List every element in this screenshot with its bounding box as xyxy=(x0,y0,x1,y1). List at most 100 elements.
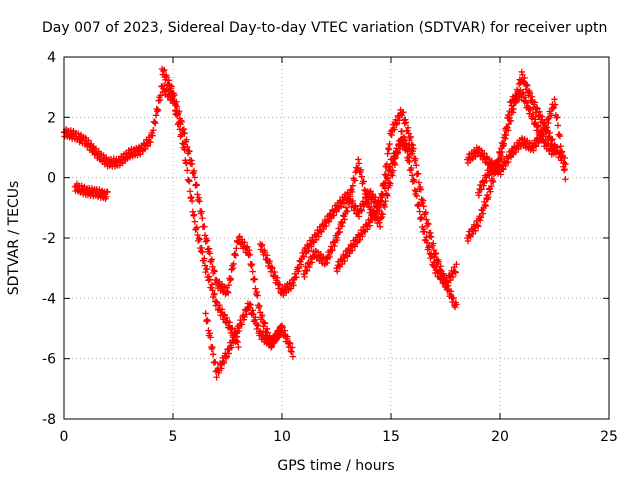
data-point xyxy=(217,361,224,368)
data-point xyxy=(144,142,151,150)
data-point xyxy=(341,257,348,265)
data-point xyxy=(423,234,430,241)
data-point xyxy=(480,182,487,189)
data-point xyxy=(500,140,508,148)
data-point xyxy=(276,328,284,335)
data-point xyxy=(211,268,218,275)
data-point xyxy=(190,212,197,219)
data-point xyxy=(394,149,402,156)
data-point xyxy=(447,288,455,295)
data-point xyxy=(509,109,517,116)
data-point xyxy=(268,264,275,271)
axis-ticks: 0 5 10 15 20 25 -8 -6 -4 -2 0 2 4 xyxy=(42,50,618,445)
data-point xyxy=(349,182,357,189)
data-point xyxy=(173,103,181,110)
data-point xyxy=(246,304,253,312)
data-point xyxy=(542,136,549,144)
data-point xyxy=(412,155,419,163)
data-point xyxy=(300,253,307,260)
data-point xyxy=(528,97,535,104)
data-point xyxy=(213,374,220,381)
series-track-j xyxy=(475,87,558,199)
data-point xyxy=(413,188,420,195)
data-point xyxy=(85,137,92,144)
data-point xyxy=(203,265,211,273)
data-point xyxy=(366,222,374,229)
data-point xyxy=(196,236,203,243)
data-point xyxy=(543,124,550,131)
data-point xyxy=(469,230,476,238)
data-point xyxy=(544,116,551,123)
data-point xyxy=(562,176,569,183)
data-point xyxy=(451,268,459,275)
y-tick-label: -8 xyxy=(42,412,56,428)
data-point xyxy=(408,164,415,172)
data-point xyxy=(189,208,196,216)
data-point xyxy=(534,122,542,129)
data-point xyxy=(413,162,420,169)
data-point xyxy=(312,236,320,243)
data-point xyxy=(556,132,564,140)
data-point xyxy=(376,223,384,230)
data-point xyxy=(165,81,172,88)
data-point xyxy=(246,246,253,254)
data-point xyxy=(104,188,111,196)
data-point xyxy=(368,203,375,210)
data-point xyxy=(220,359,228,367)
data-point xyxy=(498,148,506,156)
data-point xyxy=(452,269,459,276)
data-point xyxy=(417,186,425,193)
data-point xyxy=(376,201,383,208)
data-point xyxy=(278,322,286,330)
data-point xyxy=(409,147,416,155)
data-point xyxy=(308,243,315,250)
series-track-e xyxy=(257,106,460,311)
data-point xyxy=(261,319,268,326)
data-point xyxy=(201,232,209,239)
data-point xyxy=(336,228,344,236)
data-point xyxy=(183,136,190,143)
data-point xyxy=(383,174,391,182)
data-point xyxy=(381,203,389,211)
data-points xyxy=(60,65,569,381)
data-point xyxy=(165,77,173,84)
data-point xyxy=(188,193,195,201)
data-point xyxy=(230,260,237,268)
data-point xyxy=(228,266,235,273)
data-point xyxy=(410,176,417,183)
data-point xyxy=(503,124,511,132)
data-point xyxy=(351,243,359,250)
data-point xyxy=(504,158,512,166)
data-point xyxy=(261,320,269,327)
data-point xyxy=(357,206,365,213)
data-point xyxy=(240,316,248,323)
series-track-d xyxy=(202,300,286,381)
data-point xyxy=(423,216,430,223)
data-point xyxy=(365,197,372,205)
data-point xyxy=(191,174,198,181)
data-point xyxy=(387,180,394,187)
data-point xyxy=(209,351,217,358)
data-point xyxy=(485,194,492,201)
data-point xyxy=(271,268,278,276)
data-point xyxy=(243,311,250,318)
data-point xyxy=(384,192,391,199)
data-point xyxy=(338,218,345,226)
data-point xyxy=(248,261,256,268)
data-point xyxy=(387,127,395,135)
data-point xyxy=(333,236,341,244)
data-point xyxy=(252,285,259,292)
data-point xyxy=(430,262,437,270)
data-point xyxy=(289,344,296,351)
data-point xyxy=(228,344,235,351)
data-point xyxy=(423,239,431,246)
data-point xyxy=(516,76,523,83)
data-point xyxy=(209,344,216,351)
data-point xyxy=(538,116,545,123)
data-point xyxy=(276,333,283,340)
data-point xyxy=(378,213,386,221)
data-point xyxy=(524,81,531,89)
data-point xyxy=(474,222,481,229)
data-point xyxy=(234,338,241,346)
